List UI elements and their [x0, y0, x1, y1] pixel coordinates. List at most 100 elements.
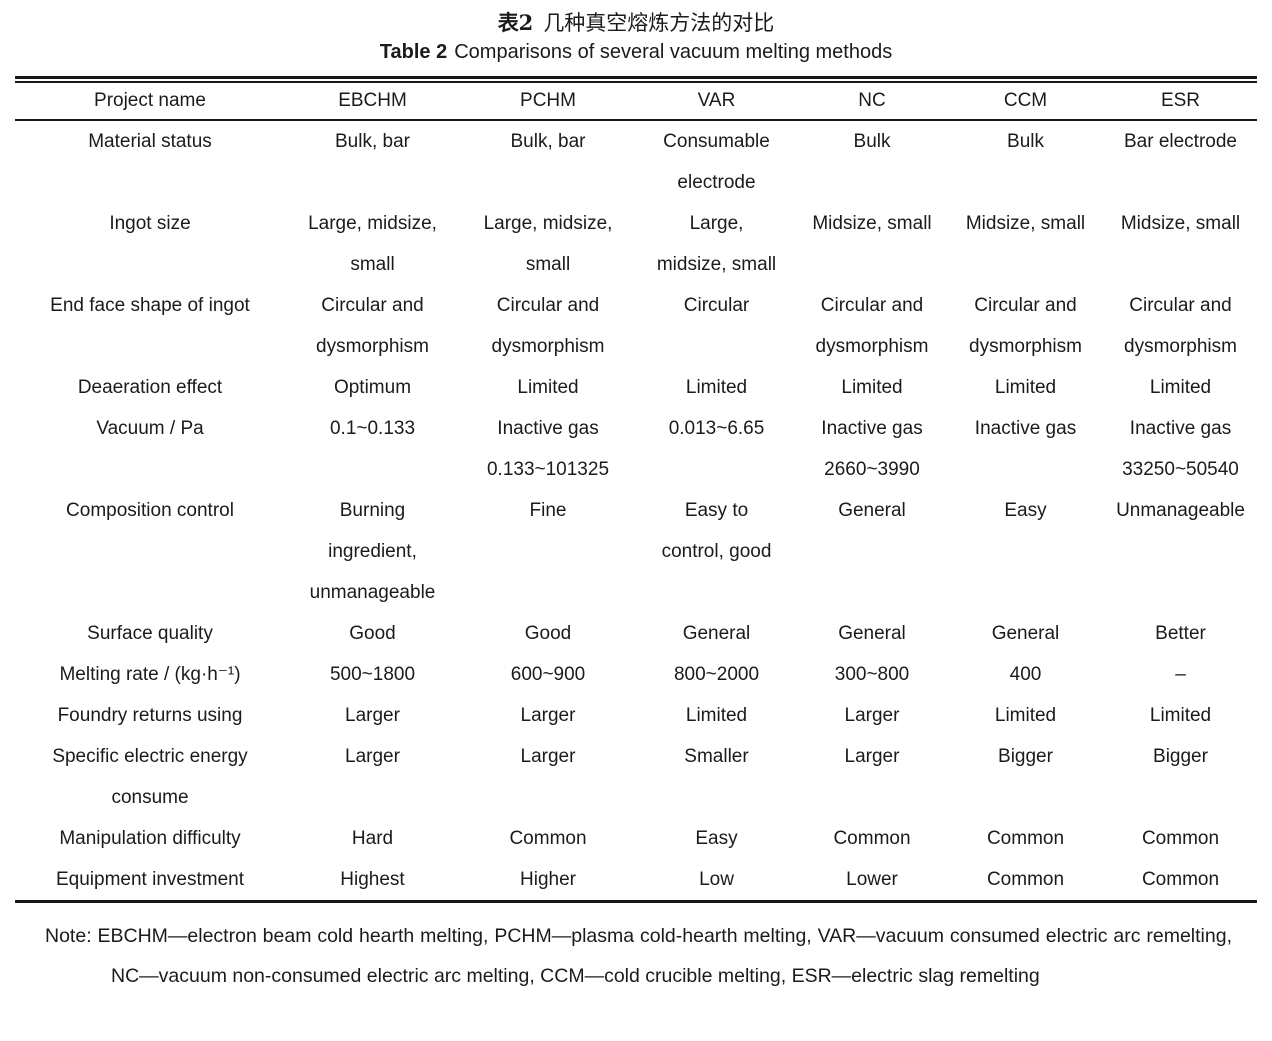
- value-cell: 0.013~6.65: [668, 418, 765, 439]
- value-cell: Limited: [994, 377, 1057, 398]
- table-row: Melting rate / (kg·h⁻¹) 500~1800 600~900 80…: [15, 654, 1257, 695]
- value-cell: Larger: [345, 705, 400, 726]
- row-label-cell: Ingot size: [109, 213, 191, 234]
- value-cell: Common: [509, 828, 587, 849]
- column-header: ESR: [1104, 83, 1257, 121]
- value-cell: Larger: [844, 705, 900, 726]
- value-cell: Easy: [1004, 500, 1047, 521]
- row-label-cell: Deaeration effect: [77, 377, 223, 398]
- value-cell: Larger: [520, 705, 576, 726]
- value-cell: Limited: [1149, 705, 1212, 726]
- value-cell: 400: [1009, 664, 1042, 685]
- value-cell: 600~900: [510, 664, 586, 685]
- value-cell: Circular and dysmorphism: [815, 295, 929, 357]
- value-cell: General: [838, 500, 906, 521]
- table-row: Composition control Burning ingredient, u…: [15, 490, 1257, 613]
- column-header: Project name: [15, 83, 285, 121]
- row-label-cell: Material status: [88, 131, 212, 152]
- value-cell: Easy to control, good: [661, 500, 772, 562]
- value-cell: 800~2000: [673, 664, 760, 685]
- row-label-cell: Manipulation difficulty: [59, 828, 241, 849]
- value-cell: Bulk, bar: [510, 131, 586, 152]
- value-cell: Inactive gas 2660~3990: [821, 418, 923, 480]
- value-cell: Large, midsize, small: [656, 213, 777, 275]
- value-cell: Common: [986, 869, 1065, 890]
- column-header: PCHM: [460, 83, 636, 121]
- value-cell: Consumable electrode: [663, 131, 770, 193]
- table-row: Ingot size Large, midsize, small Large, mi…: [15, 203, 1257, 285]
- row-label-cell: Specific electric energy consume: [52, 746, 248, 808]
- row-label-cell: Vacuum / Pa: [96, 418, 204, 439]
- table-caption-zh-number: 表2: [497, 10, 534, 35]
- column-header: NC: [797, 83, 947, 121]
- value-cell: Bar electrode: [1123, 131, 1237, 152]
- value-cell: Limited: [517, 377, 579, 398]
- value-cell: Common: [1141, 869, 1220, 890]
- table-row: Vacuum / Pa 0.1~0.133 Inactive gas 0.133~1…: [15, 408, 1257, 490]
- row-label-cell: Foundry returns using: [57, 705, 243, 726]
- table-row: Specific electric energy consume Larger La…: [15, 736, 1257, 818]
- table-caption-en-number: Table 2: [379, 41, 448, 63]
- value-cell: 300~800: [834, 664, 910, 685]
- value-cell: Large, midsize, small: [308, 213, 437, 275]
- value-cell: Bigger: [1153, 746, 1208, 767]
- value-cell: 0.1~0.133: [329, 418, 416, 439]
- value-cell: Inactive gas 33250~50540: [1122, 418, 1239, 480]
- value-cell: Inactive gas: [974, 418, 1077, 439]
- table-row: End face shape of ingot Circular and dysm…: [15, 285, 1257, 367]
- value-cell: Bulk: [853, 131, 891, 152]
- table-caption-zh-text: 几种真空熔炼方法的对比: [543, 11, 775, 35]
- value-cell: Highest: [340, 869, 405, 890]
- table-row: Foundry returns using Larger Larger Limited…: [15, 695, 1257, 736]
- value-cell: 500~1800: [329, 664, 416, 685]
- value-cell: Bigger: [998, 746, 1053, 767]
- value-cell: Optimum: [333, 377, 412, 398]
- value-cell: General: [838, 623, 906, 644]
- value-cell: Limited: [1149, 377, 1212, 398]
- column-header: EBCHM: [285, 83, 460, 121]
- table-row: Manipulation difficulty Hard Common Easy Com…: [15, 818, 1257, 859]
- value-cell: Circular: [683, 295, 750, 316]
- value-cell: Easy: [695, 828, 738, 849]
- table-top-double-rule: [15, 76, 1257, 83]
- row-label-cell: Surface quality: [87, 623, 213, 644]
- value-cell: Common: [833, 828, 911, 849]
- value-cell: Common: [986, 828, 1065, 849]
- value-cell: Circular and dysmorphism: [491, 295, 605, 357]
- value-cell: Circular and dysmorphism: [316, 295, 429, 357]
- value-cell: Larger: [520, 746, 576, 767]
- value-cell: Limited: [685, 377, 748, 398]
- value-cell: Limited: [994, 705, 1057, 726]
- value-cell: Circular and dysmorphism: [969, 295, 1082, 357]
- row-label-cell: Composition control: [66, 500, 234, 521]
- value-cell: Fine: [529, 500, 567, 521]
- value-cell: Smaller: [684, 746, 749, 767]
- row-label-cell: End face shape of ingot: [50, 295, 250, 316]
- value-cell: Inactive gas 0.133~101325: [486, 418, 610, 480]
- value-cell: Larger: [844, 746, 900, 767]
- value-cell: Bulk, bar: [335, 131, 410, 152]
- value-cell: Better: [1155, 623, 1206, 644]
- table-row: Equipment investment Highest Higher Low Lowe…: [15, 859, 1257, 902]
- table-caption-en-text: Comparisons of several vacuum melting me…: [454, 41, 893, 63]
- value-cell: Circular and dysmorphism: [1124, 295, 1237, 357]
- value-cell: General: [991, 623, 1060, 644]
- value-cell: Large, midsize, small: [483, 213, 613, 275]
- column-header: VAR: [636, 83, 797, 121]
- value-cell: Limited: [841, 377, 903, 398]
- value-cell: Midsize, small: [1120, 213, 1241, 234]
- value-cell: Burning ingredient, unmanageable: [309, 500, 436, 603]
- value-cell: Midsize, small: [812, 213, 932, 234]
- value-cell: Good: [349, 623, 396, 644]
- row-label-cell: Melting rate / (kg·h⁻¹): [59, 664, 241, 685]
- value-cell: –: [1175, 664, 1186, 685]
- table-note: Note: EBCHM—electron beam cold hearth me…: [45, 925, 1232, 987]
- row-label-cell: Equipment investment: [56, 869, 244, 890]
- value-cell: Larger: [345, 746, 400, 767]
- header-row: Project name EBCHM PCHM VAR NC CCM ESR: [15, 83, 1257, 121]
- column-header: CCM: [947, 83, 1104, 121]
- value-cell: Unmanageable: [1116, 500, 1245, 521]
- value-cell: Lower: [846, 869, 898, 890]
- table-caption-en: Table 2 Comparisons of several vacuum mel…: [15, 39, 1257, 65]
- value-cell: Limited: [685, 705, 748, 726]
